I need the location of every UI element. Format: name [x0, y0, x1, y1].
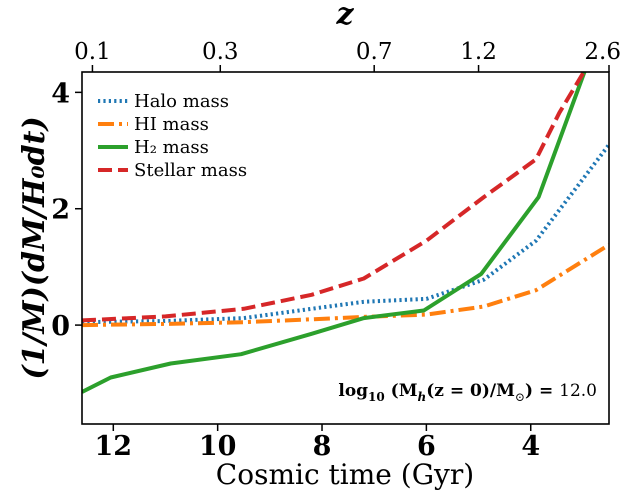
x-tick-label: 10: [199, 431, 237, 462]
legend-label: H₂ mass: [134, 137, 209, 158]
plot-frame: [81, 71, 610, 425]
x-tick-label: 8: [313, 431, 332, 462]
top-tick-label: 0.3: [202, 39, 239, 65]
series-line-stellar-mass: [82, 72, 587, 323]
x-tick-label: 6: [417, 431, 436, 462]
y-tick-label: 0: [51, 311, 70, 342]
x-axis-label: Cosmic time (Gyr): [216, 458, 474, 491]
top-tick-label: 0.1: [74, 39, 111, 65]
legend-label: Halo mass: [134, 91, 229, 112]
top-tick-label: 1.2: [460, 39, 497, 65]
series-line-halo-mass: [82, 143, 609, 325]
y-tick-label: 4: [51, 78, 70, 109]
y-tick-label: 2: [51, 195, 70, 226]
x-tick-label: 4: [521, 431, 540, 462]
top-axis-title: z: [335, 0, 354, 32]
top-tick-label: 2.6: [584, 39, 621, 65]
legend-label: Stellar mass: [134, 160, 247, 181]
top-tick-label: 0.7: [356, 39, 393, 65]
annotation: log10 (Mh(z = 0)/M⊙) = 12.0: [338, 381, 597, 404]
y-axis-label: (1/M)(dM/H₀dt): [17, 116, 52, 379]
series-line-h-mass: [82, 72, 587, 394]
series-line-hi-mass: [82, 243, 609, 328]
legend-label: HI mass: [134, 114, 209, 135]
x-tick-label: 12: [95, 431, 133, 462]
